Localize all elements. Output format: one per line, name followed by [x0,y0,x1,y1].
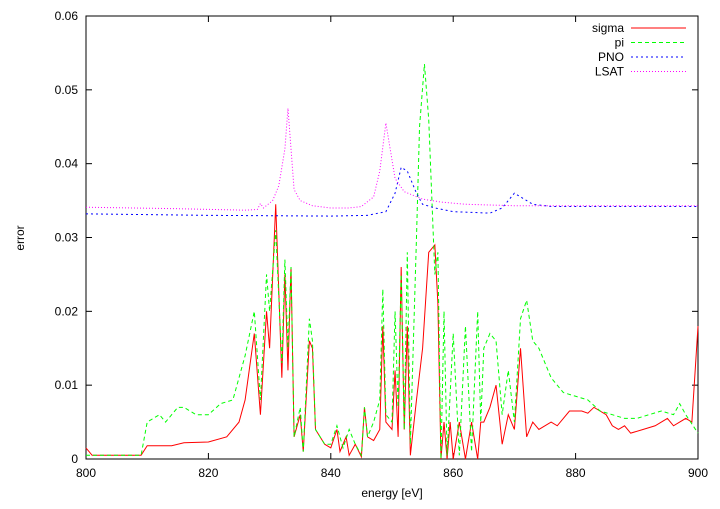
y-tick-label: 0.01 [55,378,79,392]
data-line [85,108,698,211]
x-axis-label: energy [eV] [361,486,422,500]
x-tick-label: 860 [443,466,463,480]
y-tick-label: 0.04 [55,157,79,171]
y-axis-label: error [13,225,27,250]
y-tick-label: 0 [71,452,78,466]
y-tick-label: 0.03 [55,231,79,245]
data-line [86,63,699,460]
x-tick-label: 900 [688,466,708,480]
y-tick-label: 0.02 [55,304,79,318]
legend-label: sigma [592,21,624,35]
x-tick-label: 800 [76,466,96,480]
data-line [85,166,698,217]
y-tick-label: 0.06 [55,9,79,23]
legend-label: LSAT [595,65,625,79]
x-tick-label: 880 [566,466,586,480]
x-tick-label: 820 [198,466,218,480]
y-tick-label: 0.05 [55,83,79,97]
legend-label: pi [615,36,624,50]
plot-frame [85,15,699,460]
x-tick-label: 840 [321,466,341,480]
legend-label: PNO [598,50,624,64]
